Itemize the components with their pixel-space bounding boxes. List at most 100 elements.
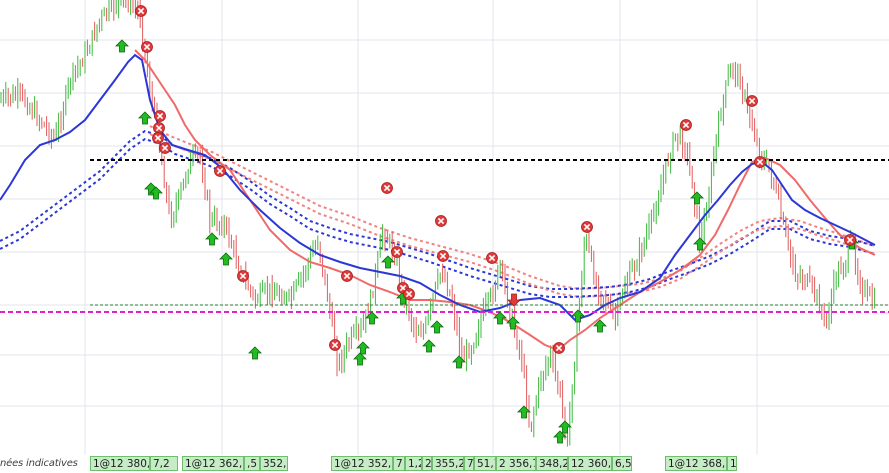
sell-x-cross: [399, 284, 407, 292]
buy-arrow-icon: [593, 319, 607, 333]
sell-x-icon: [159, 142, 171, 154]
buy-arrow-icon: [381, 255, 395, 269]
trade-label[interactable]: 12 360,5: [568, 456, 612, 471]
buy-arrow-shape: [517, 405, 531, 419]
buy-arrow-shape: [365, 311, 379, 325]
exit-arrow-shape: [507, 293, 521, 307]
envelope-red-band: [149, 133, 876, 299]
sell-x-icon: [237, 270, 249, 282]
sell-x-cross: [216, 167, 224, 175]
sell-x-icon: [153, 122, 165, 134]
trade-label[interactable]: 2 356,7: [496, 456, 536, 471]
buy-arrow-shape: [430, 320, 444, 334]
sell-x-cross: [154, 134, 162, 142]
trade-label[interactable]: 2: [422, 456, 432, 471]
trade-label[interactable]: 1: [727, 456, 737, 471]
buy-arrow-icon: [452, 355, 466, 369]
buy-arrow-icon: [138, 111, 152, 125]
buy-arrow-icon: [353, 352, 367, 366]
horizontal-level-layer: [0, 159, 889, 313]
buy-arrow-shape: [205, 232, 219, 246]
sell-x-icon: [141, 41, 153, 53]
sell-x-cross: [439, 252, 447, 260]
grid-layer: [0, 0, 889, 455]
buy-arrow-icon: [493, 311, 507, 325]
sell-x-cross: [156, 112, 164, 120]
sell-x-cross: [155, 124, 163, 132]
buy-arrow-icon: [205, 232, 219, 246]
sell-x-cross: [393, 248, 401, 256]
buy-arrow-icon: [690, 191, 704, 205]
buy-arrow-icon: [517, 405, 531, 419]
sell-x-icon: [680, 119, 692, 131]
sell-x-icon: [746, 95, 758, 107]
sell-x-icon: [435, 215, 447, 227]
sell-x-cross: [383, 184, 391, 192]
trade-label[interactable]: 6,5: [612, 456, 632, 471]
buy-arrow-shape: [571, 309, 585, 323]
sell-x-cross: [437, 217, 445, 225]
buy-arrow-shape: [506, 316, 520, 330]
buy-arrow-icon: [558, 420, 572, 434]
buy-arrow-shape: [353, 352, 367, 366]
buy-arrow-shape: [422, 339, 436, 353]
buy-arrow-icon: [115, 39, 129, 53]
trade-label[interactable]: 1,2: [405, 456, 422, 471]
footer-label: nées indicatives: [0, 458, 78, 469]
trade-label[interactable]: 1@12 368,3: [665, 456, 727, 471]
signal-marker-layer: [115, 5, 859, 444]
buy-arrow-shape: [138, 111, 152, 125]
trade-label[interactable]: 1@12 352,7: [331, 456, 393, 471]
trade-label[interactable]: 1@12 362,7: [182, 456, 244, 471]
sell-x-icon: [152, 132, 164, 144]
sell-x-cross: [756, 158, 764, 166]
sell-x-icon: [391, 246, 403, 258]
sell-x-icon: [581, 221, 593, 233]
sell-x-icon: [844, 234, 856, 246]
sell-x-cross: [748, 97, 756, 105]
buy-arrow-icon: [553, 430, 567, 444]
sell-x-icon: [214, 165, 226, 177]
sell-x-cross: [161, 144, 169, 152]
trade-label[interactable]: 7: [393, 456, 405, 471]
trade-label[interactable]: 51,7: [474, 456, 496, 471]
trade-label[interactable]: 1@12 380,7: [90, 456, 150, 471]
buy-arrow-icon: [506, 316, 520, 330]
moving-average-slow-line: [0, 53, 876, 322]
sell-x-cross: [555, 344, 563, 352]
buy-arrow-icon: [356, 341, 370, 355]
buy-arrow-shape: [690, 191, 704, 205]
buy-arrow-shape: [219, 252, 233, 266]
trade-label[interactable]: 348,2: [536, 456, 568, 471]
sell-x-icon: [486, 252, 498, 264]
trade-label[interactable]: 7: [464, 456, 474, 471]
buy-arrow-shape: [558, 420, 572, 434]
sell-x-icon: [381, 182, 393, 194]
buy-arrow-icon: [693, 237, 707, 251]
sell-x-cross: [846, 236, 854, 244]
buy-arrow-icon: [219, 252, 233, 266]
sell-x-cross: [143, 43, 151, 51]
sell-x-cross: [405, 290, 413, 298]
sell-x-cross: [343, 272, 351, 280]
buy-arrow-shape: [149, 186, 163, 200]
buy-arrow-shape: [593, 319, 607, 333]
trade-label[interactable]: 7,2: [150, 456, 178, 471]
buy-arrow-shape: [115, 39, 129, 53]
sell-x-cross: [239, 272, 247, 280]
sell-x-icon: [329, 339, 341, 351]
sell-x-icon: [553, 342, 565, 354]
trade-label[interactable]: 352,7: [260, 456, 288, 471]
sell-x-cross: [682, 121, 690, 129]
envelope-red-band: [149, 125, 876, 291]
sell-x-icon: [341, 270, 353, 282]
sell-x-cross: [488, 254, 496, 262]
trade-label[interactable]: 355,2: [432, 456, 464, 471]
buy-arrow-icon: [422, 339, 436, 353]
trade-label[interactable]: ,5: [244, 456, 260, 471]
buy-arrow-icon: [365, 311, 379, 325]
buy-arrow-shape: [381, 255, 395, 269]
sell-x-cross: [331, 341, 339, 349]
